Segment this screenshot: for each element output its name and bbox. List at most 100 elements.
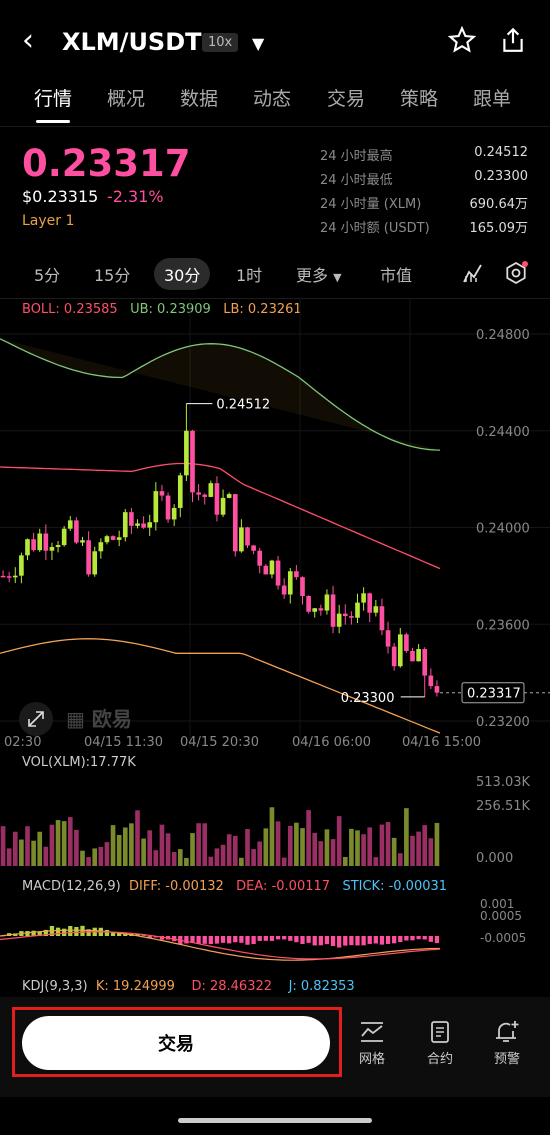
volume-bar xyxy=(141,838,146,866)
low-marker-label: 0.23300 xyxy=(341,691,395,706)
interval-1h[interactable]: 1时 xyxy=(236,266,263,285)
price-axis-label: 0.24400 xyxy=(476,425,530,440)
candle-body xyxy=(208,483,214,497)
candle-body xyxy=(434,686,440,693)
tab-overview[interactable]: 概况 xyxy=(107,88,146,110)
boll-ub: UB: 0.23909 xyxy=(130,302,211,317)
interval-more[interactable]: 更多 ▼ xyxy=(286,258,352,290)
volume-bar xyxy=(361,834,366,866)
back-icon[interactable]: ‹ xyxy=(22,23,34,58)
tab-news[interactable]: 动态 xyxy=(253,88,292,110)
alert-button[interactable]: 预警 xyxy=(477,1020,537,1067)
candle-body xyxy=(214,483,220,515)
kdj-j: J: 0.82353 xyxy=(288,979,355,994)
boll-upper-line xyxy=(0,338,441,451)
macd-label: MACD(12,26,9) xyxy=(22,879,121,894)
volume-bar xyxy=(147,830,153,866)
macd-histogram-bar xyxy=(300,936,305,944)
candle-body xyxy=(373,606,379,613)
tab-market[interactable]: 行情 xyxy=(34,88,73,110)
volume-bar xyxy=(196,823,201,866)
volume-bar xyxy=(177,849,183,866)
time-axis-label: 02:30 xyxy=(4,735,41,748)
candle-body xyxy=(385,630,391,647)
interval-15m[interactable]: 15分 xyxy=(94,266,131,285)
interval-5m[interactable]: 5分 xyxy=(34,266,61,285)
volume-bar xyxy=(404,808,409,866)
candle-body xyxy=(171,507,177,520)
interval-marketcap[interactable]: 市值 xyxy=(380,266,413,285)
interval-30m[interactable]: 30分 xyxy=(154,258,211,290)
volume-bar xyxy=(208,856,214,866)
contract-button[interactable]: 合约 xyxy=(410,1020,470,1067)
volume-bar xyxy=(220,844,226,866)
macd-stick: STICK: -0.00031 xyxy=(342,879,448,894)
volume-bar xyxy=(43,846,49,866)
contract-label: 合约 xyxy=(426,1052,453,1067)
volume-bar xyxy=(214,848,220,866)
candle-body xyxy=(86,540,91,575)
macd-histogram-bar xyxy=(410,936,415,941)
grid-button[interactable]: 网格 xyxy=(342,1020,402,1067)
tab-data[interactable]: 数据 xyxy=(180,88,219,110)
trade-button[interactable]: 交易 xyxy=(22,1016,330,1070)
macd-histogram-bar xyxy=(318,936,323,946)
candle-body xyxy=(355,602,360,618)
volume-bar xyxy=(257,841,263,866)
indicator-icon[interactable] xyxy=(462,262,484,284)
macd-histogram-bar xyxy=(361,936,366,946)
volume-bar xyxy=(80,850,85,866)
tab-trade[interactable]: 交易 xyxy=(327,88,366,110)
macd-histogram-bar xyxy=(306,936,311,943)
share-icon[interactable] xyxy=(500,26,526,54)
time-axis-label: 04/15 20:30 xyxy=(180,735,259,748)
divider xyxy=(0,298,550,299)
macd-histogram-bar xyxy=(379,936,385,945)
last-price: 0.23317 xyxy=(22,142,191,185)
volume-bar xyxy=(281,857,287,866)
tab-strategy[interactable]: 策略 xyxy=(400,88,439,110)
stat-label: 24 小时量 (XLM) xyxy=(320,197,422,212)
time-axis-label: 04/16 15:00 xyxy=(402,735,481,748)
tab-copy[interactable]: 跟单 xyxy=(473,88,512,110)
candle-body xyxy=(135,523,140,526)
star-icon[interactable] xyxy=(448,26,476,54)
volume-bar xyxy=(202,823,208,866)
divider xyxy=(0,126,550,127)
macd-histogram-bar xyxy=(392,936,397,944)
macd-histogram-bar xyxy=(31,930,36,936)
home-indicator xyxy=(178,1118,372,1123)
macd-histogram-bar xyxy=(245,936,250,945)
settings-icon[interactable] xyxy=(503,260,529,286)
volume-bar xyxy=(86,857,91,866)
interval-bar: 5分 15分 30分 1时 更多 ▼ 市值 xyxy=(0,258,550,292)
volume-bar xyxy=(190,833,195,866)
stat-value: 690.64万 xyxy=(469,197,529,212)
kline-chart[interactable]: 0.24800 0.24400 0.24000 0.23600 0.23200 0.245… xyxy=(0,298,550,748)
volume-bar xyxy=(171,852,177,866)
volume-bar xyxy=(98,846,104,866)
candle-body xyxy=(74,520,79,543)
candle-body xyxy=(428,675,434,687)
macd-histogram-bar xyxy=(202,936,207,944)
pair-title[interactable]: XLM/USDT xyxy=(62,28,202,56)
price-axis-label: 0.23600 xyxy=(476,618,530,633)
candle-body xyxy=(251,545,256,551)
tab-underline xyxy=(36,120,70,123)
candle-body xyxy=(367,593,373,613)
macd-histogram-bar xyxy=(80,925,85,936)
price-change: -2.31% xyxy=(107,187,164,206)
candle-body xyxy=(294,571,299,578)
candle-body xyxy=(245,527,250,546)
volume-bar xyxy=(312,832,318,866)
volume-bar xyxy=(324,829,330,866)
macd-diff: DIFF: -0.00132 xyxy=(129,879,224,894)
highlight-box xyxy=(12,1007,342,1077)
volume-bar xyxy=(12,831,18,866)
macd-histogram-bar xyxy=(385,936,391,944)
sector-tag[interactable]: Layer 1 xyxy=(22,213,75,229)
volume-bar xyxy=(239,857,244,866)
candle-body xyxy=(257,550,263,566)
volume-bar xyxy=(416,831,421,866)
chevron-down-icon[interactable]: ▼ xyxy=(252,34,265,53)
